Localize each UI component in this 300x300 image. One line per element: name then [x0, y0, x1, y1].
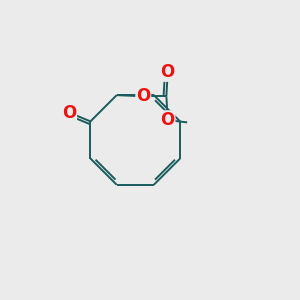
Text: O: O [160, 111, 175, 129]
Text: O: O [160, 63, 175, 81]
Text: O: O [62, 103, 76, 122]
Text: O: O [136, 87, 150, 105]
